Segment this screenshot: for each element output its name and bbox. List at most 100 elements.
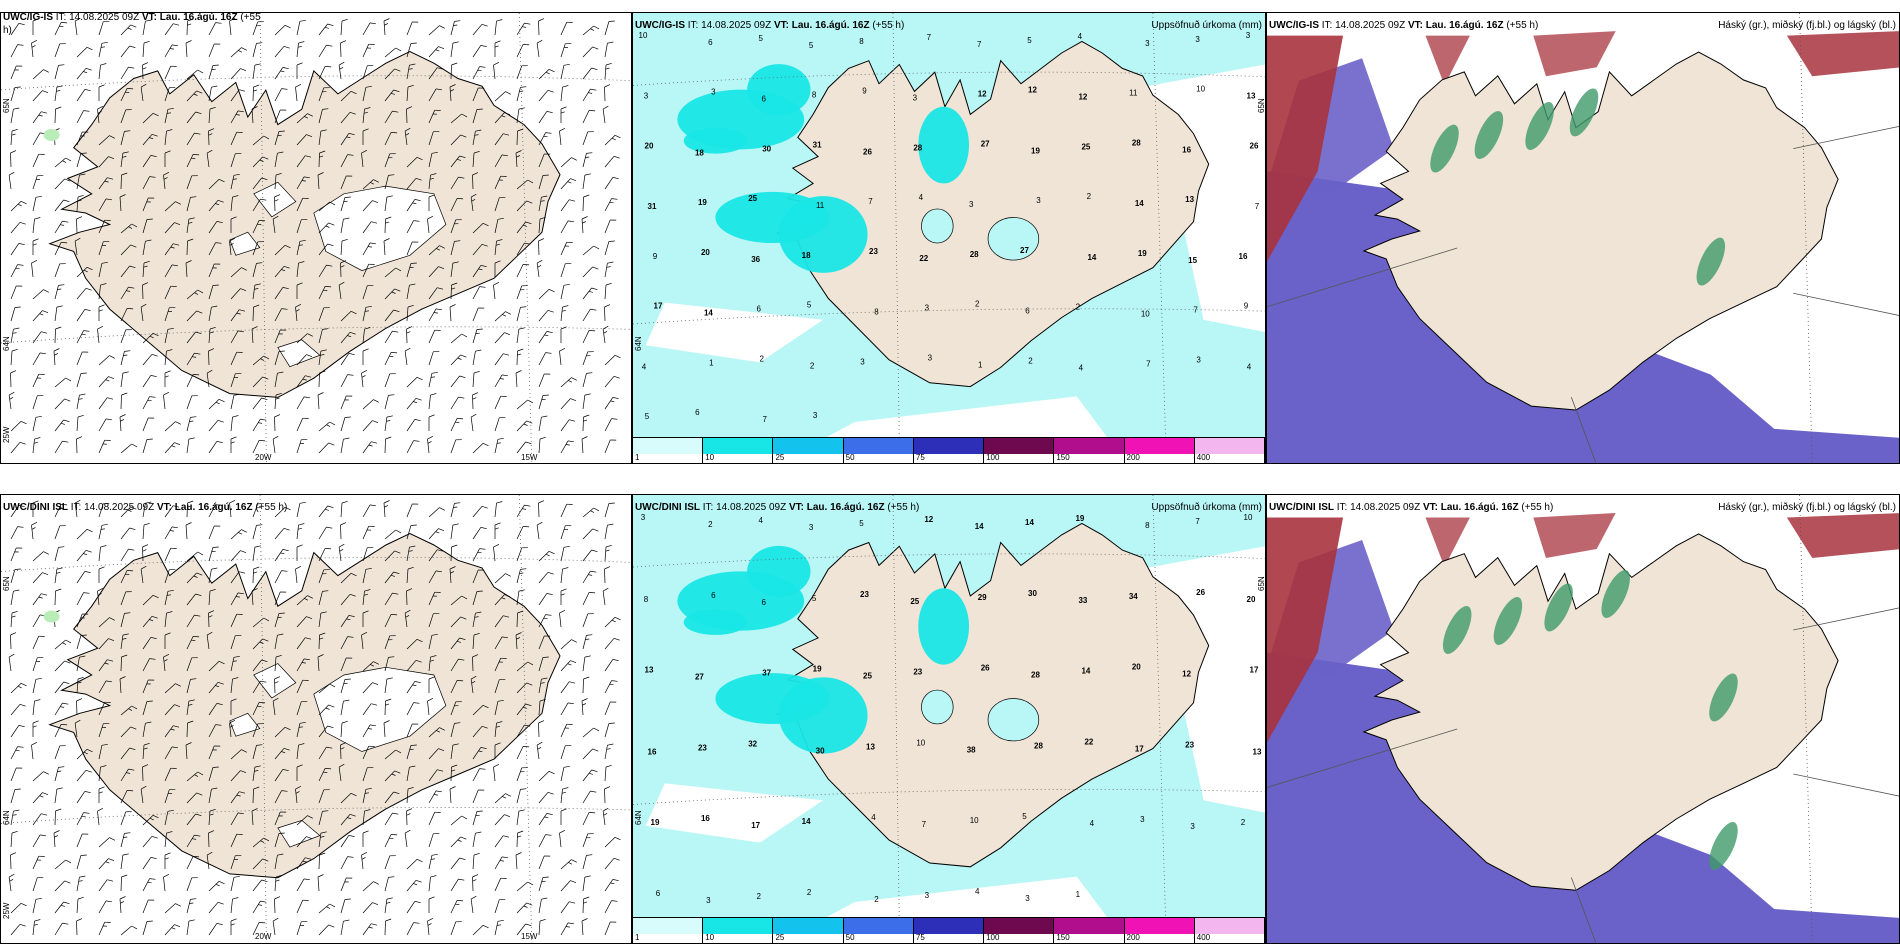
precip-value: 16: [1182, 145, 1191, 154]
precip-value: 12: [924, 515, 933, 524]
lat-label-65n: 65N: [2, 576, 11, 591]
precip-value: 23: [913, 668, 922, 677]
legend-label: 100: [986, 453, 1000, 462]
product-title: Háský (gr.), miðský (fj.bl.) og lágský (…: [1718, 502, 1896, 513]
legend-swatch: 400: [1194, 437, 1265, 463]
lead-time: (+55 h): [872, 20, 905, 31]
precip-value: 8: [812, 91, 817, 100]
lat-label-64n: 64N: [2, 336, 11, 351]
precip-value: 4: [758, 516, 763, 525]
precip-value: 4: [642, 362, 647, 371]
panel-title: UWC/DINI ISL IT: 14.08.2025 09Z VT: Lau.…: [633, 501, 1265, 514]
precip-value: 7: [1146, 359, 1151, 368]
precip-value: 29: [978, 593, 987, 602]
precip-value: 12: [1182, 670, 1191, 679]
precip-value: 3: [1025, 894, 1030, 903]
precip-value: 4: [1090, 819, 1095, 828]
precip-value: 11: [816, 201, 825, 210]
precip-value: 2: [708, 520, 713, 529]
precip-value: 12: [978, 90, 987, 99]
precip-value: 23: [698, 743, 707, 752]
cloud-cover-map: [1267, 495, 1899, 943]
precip-value: 18: [802, 251, 811, 260]
legend-label: 75: [915, 453, 925, 462]
precip-value: 28: [970, 250, 979, 259]
precip-value: 16: [701, 814, 710, 823]
precip-value: 17: [751, 821, 760, 830]
lead-time: (+55 h): [887, 502, 920, 513]
legend-swatch-color: [633, 438, 703, 454]
lead-time-unit: h): [3, 25, 12, 36]
precip-value: 1: [1076, 890, 1081, 899]
wind-barb-map: [1, 13, 631, 463]
precip-value: 5: [645, 412, 650, 421]
precip-legend: 1 10 25 50 75 100 150 200 400: [633, 917, 1265, 943]
legend-swatch-color: [984, 438, 1054, 454]
legend-swatch-color: [633, 918, 703, 934]
precip-value: 3: [711, 88, 716, 97]
legend-swatch-color: [984, 918, 1054, 934]
precip-value: 2: [759, 354, 764, 363]
precip-value: 19: [813, 665, 822, 674]
precip-value: 5: [758, 34, 763, 43]
precip-value: 14: [1081, 667, 1090, 676]
legend-swatch-color: [1054, 438, 1124, 454]
product-title: Uppsöfnuð úrkoma (mm): [1151, 20, 1262, 31]
precip-value: 28: [1034, 741, 1043, 750]
panel-title: UWC/DINI ISL IT: 14.08.2025 09Z VT: Lau.…: [1, 501, 631, 514]
precip-value: 22: [919, 254, 928, 263]
valid-time: VT: Lau. 16.ágú. 16Z: [1407, 20, 1504, 31]
valid-time: VT: Lau. 16.ágú. 16Z: [773, 20, 870, 31]
precip-value: 13: [1253, 747, 1262, 756]
source-label: UWC/DINI ISL: [635, 502, 700, 513]
precip-value: 14: [975, 522, 984, 531]
precip-value: 3: [1140, 815, 1145, 824]
lon-label-15w: 15W: [521, 932, 538, 941]
precip-value: 3: [641, 513, 646, 522]
precip-value: 36: [751, 255, 760, 264]
precip-value: 14: [1087, 253, 1096, 262]
legend-swatch-color: [773, 918, 843, 934]
valid-time: VT: Lau. 16.ágú. 16Z: [156, 502, 253, 513]
legend-swatch: 1: [633, 917, 704, 943]
precip-value: 14: [704, 309, 713, 318]
product-title: Uppsöfnuð úrkoma (mm): [1151, 502, 1262, 513]
legend-swatch: 75: [913, 437, 985, 463]
issue-time: IT: 14.08.2025 09Z: [1336, 502, 1421, 513]
precip-value: 34: [1129, 592, 1138, 601]
source-label: UWC/DINI ISL: [1269, 502, 1334, 513]
lead-time: (+55 h): [1521, 502, 1554, 513]
precip-value: 17: [1250, 666, 1259, 675]
precip-value: 9: [653, 252, 658, 261]
valid-time: VT: Lau. 16.ágú. 16Z: [1422, 502, 1519, 513]
legend-swatch: 25: [773, 917, 844, 943]
precip-value: 27: [695, 673, 704, 682]
legend-swatch: 400: [1194, 917, 1265, 943]
issue-time: IT: 14.08.2025 09Z: [1321, 20, 1406, 31]
precip-value: 11: [1129, 89, 1138, 98]
precip-value: 33: [1078, 596, 1087, 605]
panel-title: UWC/IG-IS IT: 14.08.2025 09Z VT: Lau. 16…: [1267, 19, 1899, 32]
legend-swatch: 75: [913, 917, 985, 943]
precip-value: 10: [916, 738, 925, 747]
wind-map-panel-bottom: UWC/DINI ISL IT: 14.08.2025 09Z VT: Lau.…: [0, 494, 632, 944]
precip-value: 3: [928, 353, 933, 362]
precip-value: 2: [874, 895, 879, 904]
precip-value: 8: [874, 308, 879, 317]
precip-value: 3: [1195, 35, 1200, 44]
precip-value: 4: [871, 813, 876, 822]
precip-value: 19: [651, 818, 660, 827]
precip-value: 16: [648, 747, 657, 756]
precip-value: 23: [1185, 740, 1194, 749]
precip-value: 26: [981, 664, 990, 673]
precip-value: 28: [1132, 138, 1141, 147]
precip-value: 3: [644, 92, 649, 101]
precip-value: 19: [1031, 146, 1040, 155]
precip-value: 20: [701, 248, 710, 257]
precip-value: 31: [813, 140, 822, 149]
precip-value: 5: [809, 41, 814, 50]
precip-value: 7: [868, 197, 873, 206]
legend-label: 75: [915, 933, 925, 942]
precip-value: 19: [1138, 249, 1147, 258]
legend-label: 1: [635, 453, 640, 462]
